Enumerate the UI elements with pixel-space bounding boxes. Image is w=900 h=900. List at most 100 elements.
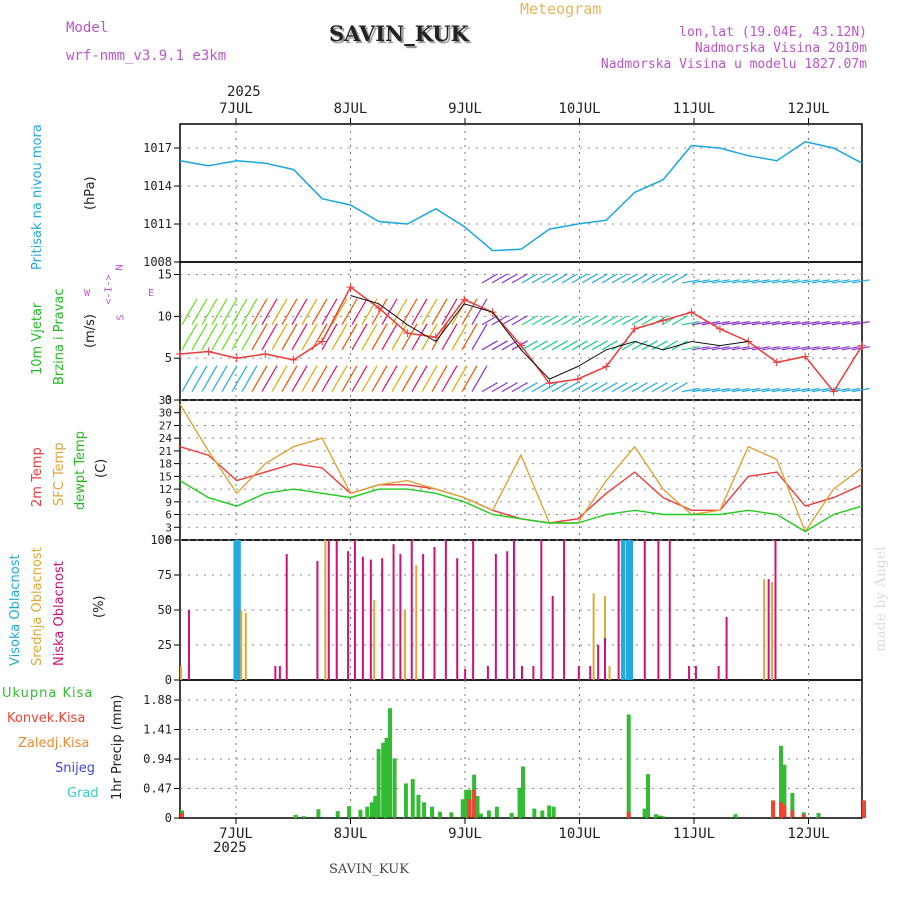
wind-arrow [461, 365, 478, 392]
precip-bar-total [660, 816, 665, 818]
cloud-bar-low [316, 561, 319, 680]
temperature-ytick-label: 3 [165, 521, 172, 534]
wind-arrow [511, 382, 528, 393]
cloud-bar-mid [608, 666, 611, 680]
precip-bar-total [540, 810, 545, 818]
wind-arrow [281, 365, 298, 392]
wind-arrow [781, 279, 800, 284]
wind-arrow [451, 365, 468, 392]
precip-bar-total [494, 806, 499, 818]
wind-arrow [611, 315, 628, 326]
cloud-bar-low [694, 666, 697, 680]
wind-arrow [821, 346, 840, 351]
precip-bar-total [486, 810, 491, 818]
cloud-bar-low [717, 666, 720, 680]
cloud-bar-high [621, 540, 626, 680]
cloud-bar-low [688, 666, 691, 680]
wind-arrow [711, 321, 730, 326]
wind-arrow [271, 365, 288, 392]
cloud-bar-low [577, 666, 580, 680]
precip-bar-total [646, 774, 651, 818]
wind-arrow [611, 382, 628, 393]
wind-arrow [681, 279, 700, 284]
pressure-ytick-label: 1008 [143, 255, 172, 269]
wind-arrow [811, 387, 830, 393]
wind-arrow [231, 365, 248, 392]
wind-arrow [601, 382, 618, 393]
precip-bar-total [403, 783, 408, 818]
wind-arrow [261, 365, 278, 392]
cloud-ytick-label: 100 [150, 533, 172, 547]
wind-arrow [241, 323, 258, 351]
wind-arrow [241, 298, 258, 326]
cloud-bar-low [456, 558, 459, 680]
wind-arrow [401, 323, 418, 351]
wind-arrow [801, 346, 820, 351]
wind-arrow [591, 315, 608, 326]
wind-arrow [731, 346, 750, 351]
wind-arrow [361, 365, 378, 392]
temp-dew-line [179, 479, 863, 533]
wind-arrow [631, 315, 648, 326]
wind-arrow [301, 323, 318, 351]
wind-arrow [351, 298, 368, 326]
cloud-bar-low [422, 554, 425, 680]
wind-arrow [701, 279, 720, 284]
wind-arrow [531, 340, 548, 351]
cloud-bar-low [597, 645, 600, 680]
wind-arrow [731, 387, 750, 393]
wind-arrow [511, 273, 528, 284]
wind-speed-marker [289, 355, 298, 364]
wind-arrow [331, 298, 348, 326]
wind-arrow [481, 315, 498, 326]
cloud-bar-low [506, 551, 509, 680]
wind-arrow [441, 365, 458, 392]
wind-arrow [281, 298, 298, 326]
cloud-bar-low [353, 540, 356, 680]
wind-arrow [471, 365, 488, 392]
cloud-ytick-label: 50 [158, 603, 172, 617]
day-label-bottom: 10JUL [558, 826, 600, 842]
cloud-bar-low [563, 540, 566, 680]
wind-arrow [211, 365, 228, 392]
wind-speed-marker [630, 324, 639, 333]
precip-bar-total [373, 796, 378, 818]
wind-arrow [831, 346, 850, 351]
cloud-bar-low [472, 540, 475, 680]
cloud-bar-low [540, 540, 543, 680]
compass-w: W [84, 288, 91, 299]
wind-arrow [381, 323, 398, 351]
precip-bar-total [416, 794, 421, 818]
precip-bar-convective [790, 810, 795, 818]
wind-arrow [721, 346, 740, 351]
precip-bar-total [449, 812, 454, 818]
wind-arrow [771, 346, 790, 351]
day-label-top: 12JUL [787, 101, 829, 117]
wind-arrow [761, 321, 780, 326]
precip-bar-convective [801, 814, 806, 818]
day-label-bottom: 9JUL [448, 826, 482, 842]
cloud-bar-low [285, 554, 288, 680]
wind-arrow [641, 315, 658, 326]
cloud-bar-low [464, 668, 467, 680]
wind-arrow [241, 365, 258, 392]
wind-arrow [501, 382, 518, 393]
wind-arrow [561, 382, 578, 393]
wind-arrow [561, 273, 578, 284]
wind-arrow [211, 298, 228, 326]
wind-arrow [551, 382, 568, 393]
cloud-bar-low [399, 554, 402, 680]
precip-bar-total [626, 714, 631, 818]
wind-arrow [441, 323, 458, 351]
wind-arrow [551, 315, 568, 326]
wind-arrow [801, 321, 820, 326]
wind-arrow [661, 340, 678, 351]
wind-arrow [761, 346, 780, 351]
wind-arrow [771, 387, 790, 393]
wind-arrow [641, 340, 658, 351]
wind-arrow [441, 298, 458, 326]
cloud-bar-high [625, 540, 630, 680]
wind-arrow [681, 321, 700, 326]
pressure-ytick-label: 1014 [143, 179, 172, 193]
wind-arrow [361, 323, 378, 351]
